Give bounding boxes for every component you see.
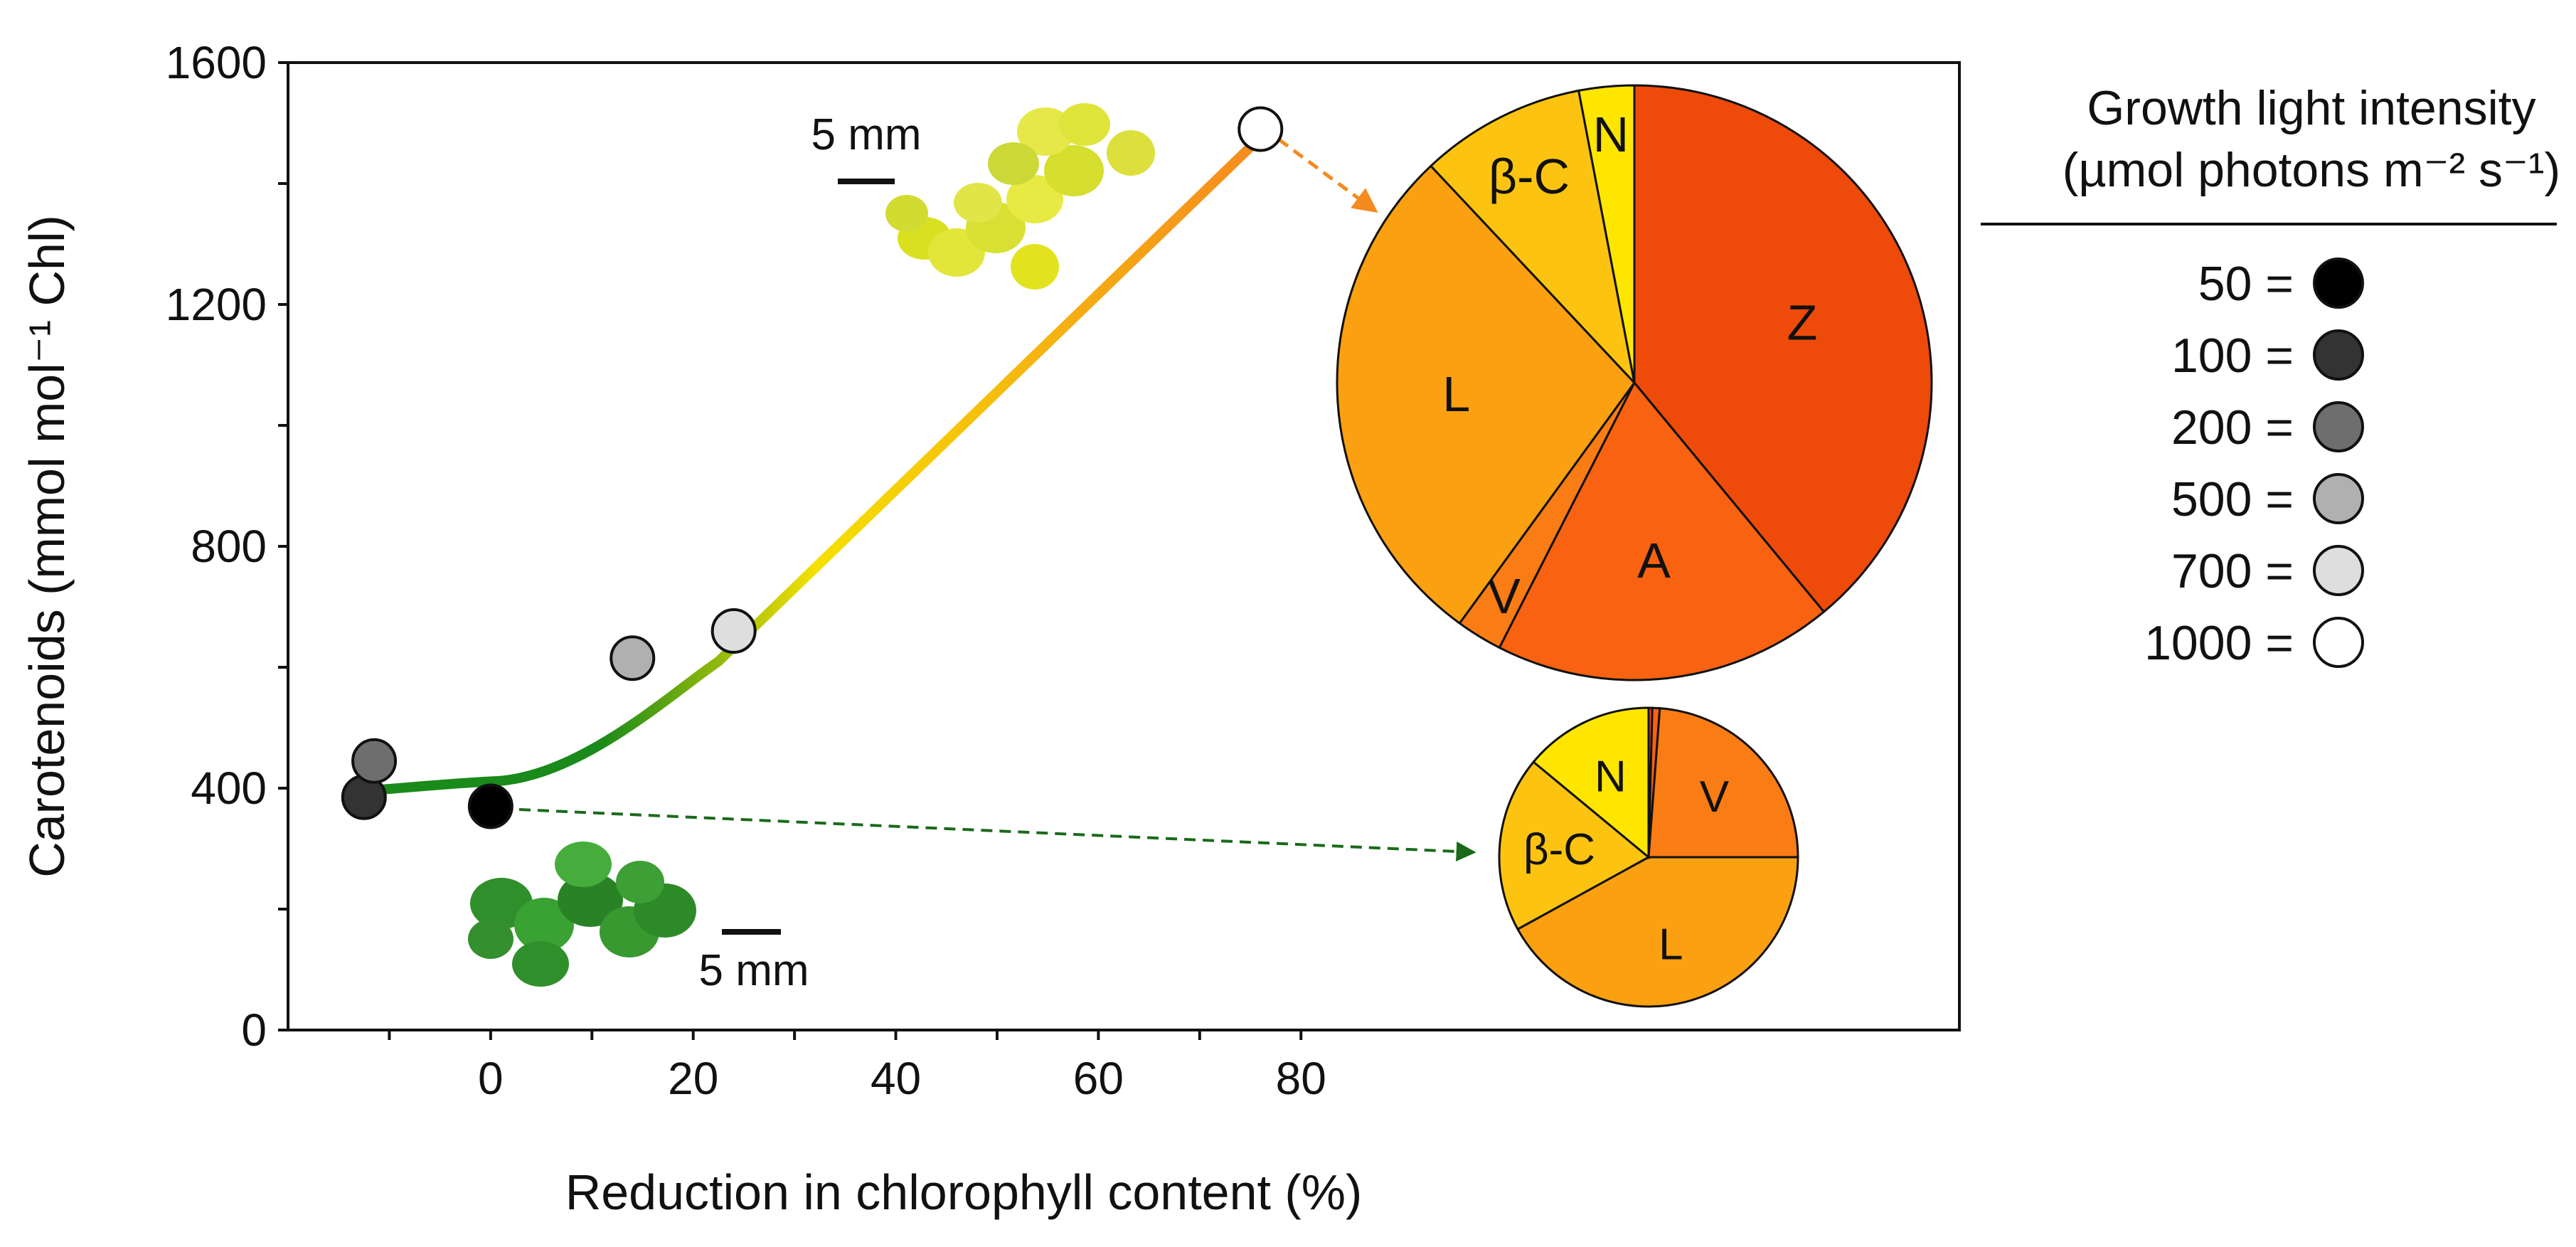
y-axis-ticks: 0 400 800 1200 1600 [166, 37, 288, 1056]
x-tick-label: 40 [871, 1053, 921, 1104]
x-tick-label: 0 [478, 1053, 504, 1104]
low-light-slice-3 [1516, 856, 1799, 1008]
legend-entry-label: 700 = [2171, 544, 2294, 598]
low-light-pie: V Lβ-CN [1498, 706, 1799, 1008]
x-tick-label: 80 [1276, 1053, 1326, 1104]
low-light-slice-label: V [1700, 773, 1730, 822]
low-light-slice-label: L [1659, 920, 1683, 970]
legend-entry-label: 500 = [2171, 472, 2294, 526]
legend: Growth light intensity (µmol photons m⁻²… [1981, 81, 2560, 670]
high-light-slice-label: N [1593, 107, 1629, 162]
point-700 [710, 608, 757, 654]
point-1000 [1238, 106, 1284, 152]
scale-bar-bottom: 5 mm [699, 929, 809, 995]
trend-line [359, 137, 1260, 796]
data-points [341, 106, 1284, 829]
y-tick-label: 400 [191, 763, 267, 814]
y-tick-label: 800 [191, 521, 267, 572]
high-light-slice-5 [1577, 84, 1636, 383]
legend-entry-label: 100 = [2171, 329, 2294, 383]
y-tick-label: 1200 [166, 279, 267, 330]
x-tick-label: 20 [668, 1053, 718, 1104]
y-tick-label: 0 [241, 1004, 267, 1056]
legend-title-line2: (µmol photons m⁻² s⁻¹) [2063, 143, 2560, 197]
legend-entry-label: 1000 = [2144, 616, 2294, 670]
arrow-to-high-light-pie [1277, 137, 1378, 213]
scale-bar-top: 5 mm [811, 110, 922, 184]
high-light-slice-4 [1429, 89, 1636, 386]
legend-entry-marker [2313, 258, 2364, 309]
legend-entry-marker [2313, 329, 2364, 381]
high-light-slice-3 [1336, 164, 1636, 625]
arrow-to-low-light-pie [518, 808, 1476, 861]
legend-entry-label: 50 = [2198, 257, 2294, 311]
high-light-slice-label: A [1637, 533, 1671, 588]
green-leaf-photo [468, 842, 696, 987]
legend-title-line1: Growth light intensity [2087, 81, 2535, 135]
x-axis-ticks: 0 20 40 60 80 [388, 1030, 1326, 1104]
high-light-slice-label: β-C [1489, 149, 1570, 204]
scale-bar-bottom-label: 5 mm [699, 946, 809, 995]
low-light-slice-5 [1532, 706, 1650, 860]
low-light-slice-4 [1498, 760, 1651, 931]
low-light-slice-2 [1647, 706, 1799, 859]
x-tick-label: 60 [1073, 1053, 1124, 1104]
low-light-slice-label: β-C [1523, 825, 1595, 874]
y-axis-title: Carotenoids (mmol mol⁻¹ Chl) [19, 215, 75, 878]
high-light-slice-0 [1633, 84, 1933, 614]
x-axis-title: Reduction in chlorophyll content (%) [565, 1164, 1363, 1220]
high-light-slice-label: Z [1787, 295, 1818, 351]
high-light-slice-1 [1498, 381, 1826, 681]
legend-entry-marker [2313, 473, 2364, 524]
low-light-slice-label: N [1595, 753, 1627, 802]
legend-entry-marker [2313, 545, 2364, 596]
legend-entry-marker [2313, 617, 2364, 668]
point-200 [351, 738, 398, 784]
scale-bar-top-label: 5 mm [811, 110, 922, 159]
point-500 [610, 635, 656, 681]
legend-entry-label: 200 = [2171, 400, 2294, 455]
high-light-slice-label: L [1442, 366, 1470, 422]
y-tick-label: 1600 [166, 37, 267, 88]
legend-entry-marker [2313, 401, 2364, 452]
yellow-leaf-photo [885, 103, 1155, 290]
point-50 [467, 783, 513, 829]
